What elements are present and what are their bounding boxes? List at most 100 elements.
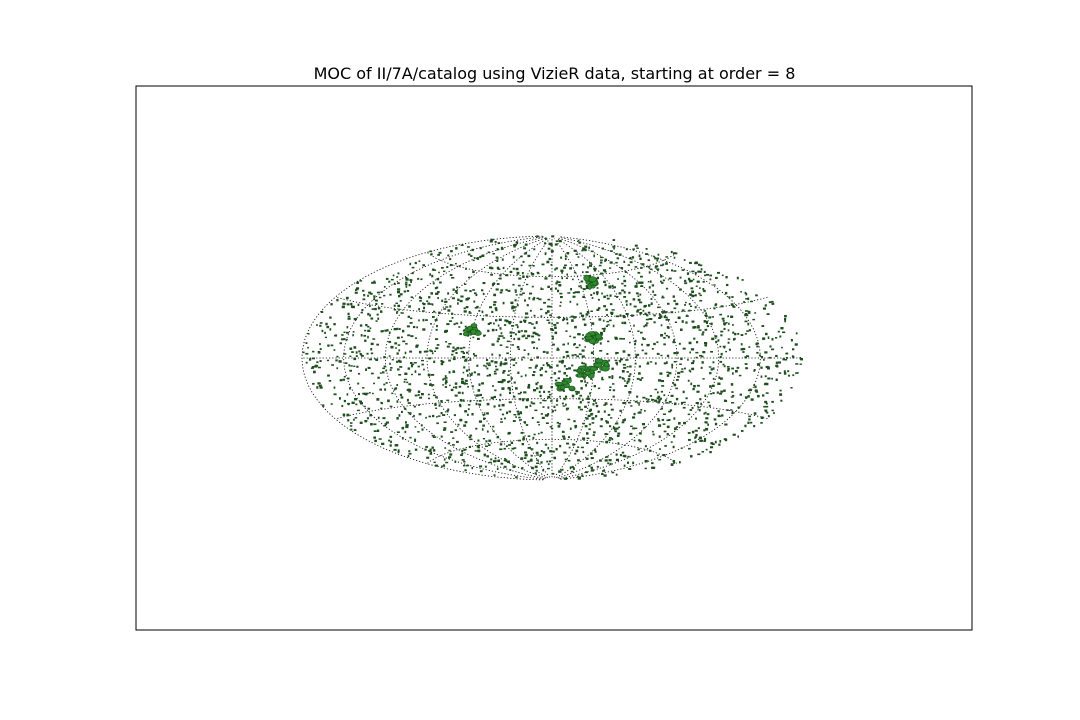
coverage-cell <box>608 376 611 379</box>
coverage-cell <box>407 402 411 404</box>
coverage-cell <box>396 310 399 313</box>
coverage-cell <box>499 365 502 367</box>
coverage-cell <box>417 365 420 368</box>
coverage-cell <box>551 322 553 325</box>
coverage-cell <box>548 242 552 246</box>
coverage-cell <box>670 441 673 443</box>
coverage-cell <box>479 465 483 468</box>
coverage-cell <box>389 405 393 408</box>
coverage-cell <box>744 320 748 323</box>
coverage-cell <box>577 459 580 462</box>
coverage-cell <box>398 414 401 417</box>
coverage-cell <box>710 442 714 445</box>
coverage-cell <box>653 255 655 258</box>
coverage-cell <box>625 359 629 361</box>
coverage-cell <box>476 306 479 309</box>
coverage-cell <box>649 268 653 270</box>
coverage-cell <box>591 422 595 424</box>
coverage-cell <box>631 314 633 317</box>
coverage-cell <box>547 463 550 466</box>
coverage-cell <box>426 300 429 302</box>
coverage-cell <box>427 373 431 377</box>
coverage-cell <box>625 300 628 303</box>
coverage-cell <box>502 371 505 374</box>
coverage-cell <box>662 312 665 314</box>
coverage-cell <box>582 288 586 291</box>
coverage-cell <box>731 367 734 370</box>
coverage-cell <box>641 349 644 352</box>
coverage-cell <box>477 337 480 340</box>
coverage-cell <box>435 347 439 350</box>
coverage-cell <box>640 331 643 334</box>
coverage-cell <box>336 367 338 370</box>
coverage-cell <box>478 403 482 406</box>
coverage-cell <box>385 277 389 280</box>
coverage-cell <box>549 450 553 453</box>
coverage-cell <box>488 444 491 446</box>
coverage-cell <box>436 344 440 346</box>
coverage-cell <box>748 346 751 348</box>
coverage-cell <box>493 282 495 285</box>
coverage-cell <box>516 304 519 307</box>
coverage-cell <box>589 408 592 412</box>
coverage-cell <box>486 374 489 377</box>
coverage-cell <box>496 283 500 285</box>
coverage-cell <box>628 401 631 404</box>
coverage-cell <box>633 305 637 308</box>
coverage-cell <box>619 454 622 457</box>
coverage-cell <box>667 302 670 305</box>
coverage-cell <box>644 460 648 463</box>
coverage-cell <box>634 342 636 346</box>
coverage-cell <box>636 310 639 313</box>
coverage-cell <box>374 307 377 311</box>
coverage-cell <box>542 350 546 353</box>
coverage-cell <box>585 313 589 316</box>
coverage-cell <box>464 283 467 285</box>
coverage-cell <box>461 459 465 461</box>
coverage-cell <box>409 322 413 324</box>
coverage-cell <box>430 323 432 325</box>
coverage-cell <box>604 283 607 287</box>
coverage-cell <box>456 292 458 294</box>
coverage-cell <box>356 409 360 412</box>
coverage-cell <box>534 366 537 369</box>
coverage-cell <box>747 298 749 300</box>
coverage-cell <box>700 366 703 369</box>
coverage-cell <box>473 371 476 374</box>
coverage-cell <box>539 385 543 388</box>
coverage-cell <box>680 401 684 405</box>
coverage-cell <box>458 326 461 328</box>
coverage-cell <box>397 282 400 285</box>
coverage-cell <box>745 367 749 370</box>
coverage-cell <box>536 459 539 461</box>
coverage-cell <box>670 311 674 314</box>
coverage-cell <box>569 427 572 430</box>
coverage-cell <box>535 469 538 472</box>
coverage-cell <box>569 466 573 469</box>
coverage-cell <box>508 401 512 404</box>
coverage-cell <box>495 329 498 331</box>
coverage-cell <box>497 381 501 383</box>
coverage-cell <box>333 386 336 389</box>
coverage-cell <box>565 374 568 377</box>
coverage-cell <box>610 313 613 315</box>
coverage-cell <box>744 333 747 335</box>
coverage-cell <box>731 391 734 393</box>
coverage-cell <box>648 449 652 452</box>
coverage-cell <box>618 426 621 429</box>
coverage-cell <box>377 307 381 310</box>
coverage-cell <box>662 413 666 415</box>
coverage-cell <box>515 267 519 271</box>
cluster-cell <box>584 370 592 376</box>
coverage-cell <box>347 403 350 406</box>
coverage-cell <box>684 279 687 282</box>
coverage-cell <box>405 421 407 424</box>
coverage-cell <box>421 359 424 362</box>
coverage-cell <box>440 362 444 366</box>
coverage-cell <box>694 440 697 444</box>
coverage-cell <box>495 365 497 368</box>
coverage-cell <box>529 292 533 295</box>
coverage-cell <box>629 432 633 435</box>
coverage-cell <box>508 410 512 413</box>
coverage-cell <box>616 296 618 298</box>
